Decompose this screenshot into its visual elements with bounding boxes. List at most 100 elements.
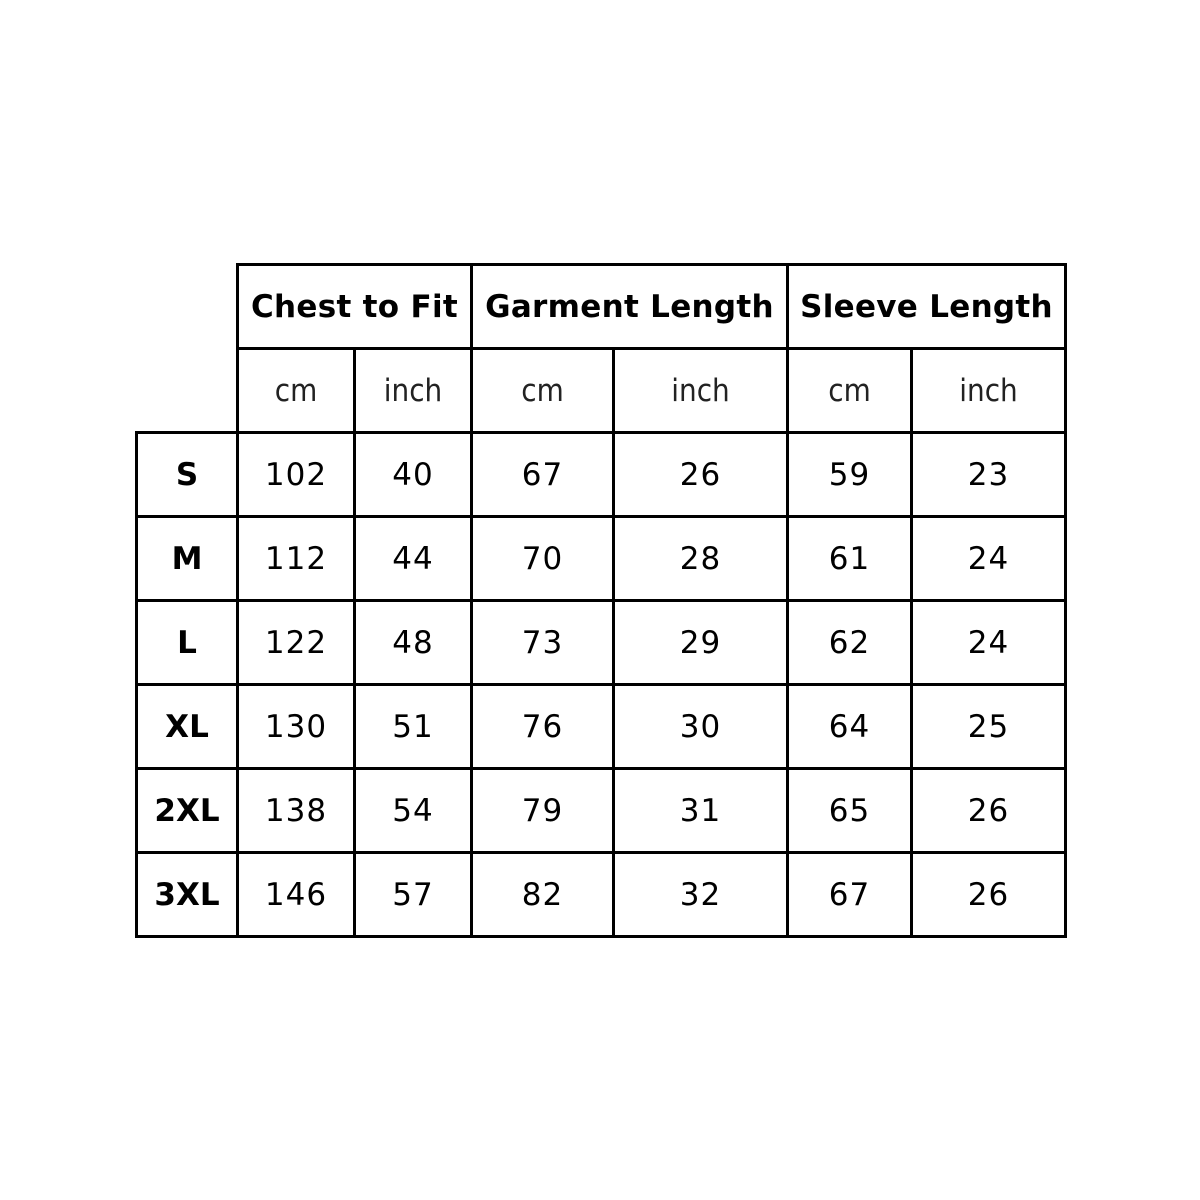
table-cell: 28 [612, 515, 789, 602]
unit-header-text: inch [959, 372, 1018, 409]
table-cell: 76 [470, 683, 615, 770]
table-cell: 82 [470, 851, 615, 938]
unit-header-text: cm [274, 372, 318, 409]
size-label: XL [135, 683, 239, 770]
group-header: Sleeve Length [786, 263, 1067, 350]
table-cell: 67 [786, 851, 913, 938]
unit-header-text: inch [671, 372, 730, 409]
table-cell: 64 [786, 683, 913, 770]
table-cell: 61 [786, 515, 913, 602]
table-cell: 29 [612, 599, 789, 686]
unit-header-text: inch [383, 372, 443, 409]
table-cell-text: 28 [679, 540, 722, 577]
table-cell: 48 [353, 599, 473, 686]
size-label-text: L [177, 624, 197, 661]
table-cell-text: 70 [521, 540, 564, 577]
table-cell-text: 62 [828, 624, 871, 661]
unit-header-text: cm [828, 372, 871, 409]
group-header: Garment Length [470, 263, 789, 350]
table-cell: 70 [470, 515, 615, 602]
size-label-text: 2XL [154, 792, 220, 829]
table-cell-text: 40 [392, 456, 434, 493]
table-cell-text: 61 [828, 540, 871, 577]
table-cell: 67 [470, 431, 615, 518]
table-cell-text: 64 [828, 708, 871, 745]
table-cell: 26 [910, 851, 1067, 938]
size-label: S [135, 431, 239, 518]
size-label: 3XL [135, 851, 239, 938]
table-cell: 31 [612, 767, 789, 854]
table-cell: 102 [236, 431, 356, 518]
table-cell-text: 138 [264, 792, 328, 829]
table-cell-text: 59 [828, 456, 871, 493]
table-cell-text: 51 [392, 708, 434, 745]
table-cell-text: 24 [967, 540, 1010, 577]
group-header: Chest to Fit [236, 263, 473, 350]
table-cell: 32 [612, 851, 789, 938]
table-cell-text: 82 [521, 876, 564, 913]
unit-header: inch [612, 347, 789, 434]
table-cell-text: 48 [392, 624, 434, 661]
table-cell: 79 [470, 767, 615, 854]
table-cell: 24 [910, 599, 1067, 686]
table-cell-text: 29 [679, 624, 722, 661]
table-cell-text: 57 [392, 876, 434, 913]
table-cell-text: 31 [679, 792, 722, 829]
table-cell-text: 146 [264, 876, 328, 913]
size-label-text: XL [165, 708, 209, 745]
table-cell: 23 [910, 431, 1067, 518]
unit-header: cm [470, 347, 615, 434]
table-cell: 122 [236, 599, 356, 686]
table-cell-text: 112 [264, 540, 328, 577]
size-label: 2XL [135, 767, 239, 854]
table-cell: 130 [236, 683, 356, 770]
size-label-text: S [175, 456, 199, 493]
table-cell: 54 [353, 767, 473, 854]
size-label-text: M [171, 540, 203, 577]
table-cell: 44 [353, 515, 473, 602]
table-cell: 26 [612, 431, 789, 518]
table-cell-text: 26 [967, 792, 1010, 829]
table-cell-text: 76 [521, 708, 564, 745]
unit-header: cm [786, 347, 913, 434]
table-cell: 62 [786, 599, 913, 686]
table-cell-text: 54 [392, 792, 434, 829]
unit-header-text: cm [521, 372, 564, 409]
table-cell-text: 130 [264, 708, 328, 745]
table-cell: 40 [353, 431, 473, 518]
table-cell: 24 [910, 515, 1067, 602]
table-cell-text: 67 [521, 456, 564, 493]
group-header-text: Chest to Fit [250, 288, 459, 325]
table-cell-text: 24 [967, 624, 1010, 661]
table-cell: 51 [353, 683, 473, 770]
group-header-text: Garment Length [485, 288, 774, 325]
table-cell: 57 [353, 851, 473, 938]
table-cell: 59 [786, 431, 913, 518]
size-label-text: 3XL [154, 876, 220, 913]
table-cell-text: 73 [521, 624, 564, 661]
table-cell-text: 65 [828, 792, 871, 829]
size-label: L [135, 599, 239, 686]
table-cell-text: 122 [264, 624, 328, 661]
table-cell: 25 [910, 683, 1067, 770]
table-cell-text: 32 [679, 876, 722, 913]
table-cell: 138 [236, 767, 356, 854]
table-cell-text: 44 [392, 540, 434, 577]
table-cell: 112 [236, 515, 356, 602]
table-cell-text: 25 [967, 708, 1010, 745]
table-cell-text: 23 [967, 456, 1010, 493]
table-cell-text: 26 [967, 876, 1010, 913]
table-cell-text: 30 [679, 708, 722, 745]
table-cell: 26 [910, 767, 1067, 854]
table-cell: 30 [612, 683, 789, 770]
table-cell: 146 [236, 851, 356, 938]
unit-header: cm [236, 347, 356, 434]
table-cell: 73 [470, 599, 615, 686]
size-label: M [135, 515, 239, 602]
unit-header: inch [353, 347, 473, 434]
table-cell-text: 79 [521, 792, 564, 829]
table-cell-text: 67 [828, 876, 871, 913]
table-cell: 65 [786, 767, 913, 854]
group-header-text: Sleeve Length [800, 288, 1053, 325]
unit-header: inch [910, 347, 1067, 434]
